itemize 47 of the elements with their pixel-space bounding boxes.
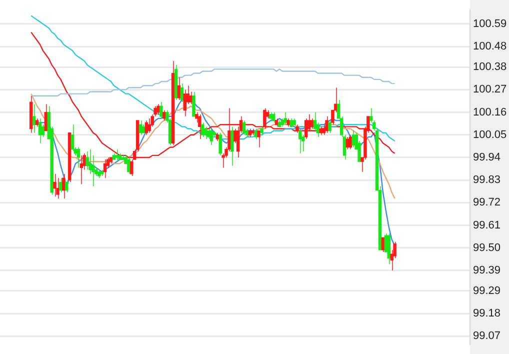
candlestick xyxy=(162,110,166,122)
candlestick xyxy=(86,150,89,170)
y-tick-label: 99.29 xyxy=(473,285,501,298)
y-tick-label: 99.83 xyxy=(473,174,501,186)
candlestick xyxy=(230,126,234,166)
candlestick xyxy=(189,91,192,105)
candlestick xyxy=(177,76,181,100)
candlestick xyxy=(346,136,350,150)
candlestick xyxy=(310,118,314,130)
y-tick-label: 99.50 xyxy=(473,242,501,254)
candlestick xyxy=(218,132,222,156)
candlestick xyxy=(44,104,48,132)
y-tick-label: 100.27 xyxy=(473,84,507,96)
candlestick xyxy=(200,122,204,138)
y-tick-label: 99.72 xyxy=(473,196,501,209)
y-tick-label: 100.38 xyxy=(473,61,507,74)
y-tick-label: 100.48 xyxy=(473,40,507,53)
candlestick xyxy=(242,120,246,136)
candlestick xyxy=(387,232,391,265)
candlestick xyxy=(210,128,214,146)
y-tick-label: 99.18 xyxy=(473,308,501,320)
candlestick xyxy=(127,156,130,174)
candlestick xyxy=(325,116,328,134)
candlestick xyxy=(328,120,332,134)
y-tick-label: 100.16 xyxy=(473,106,507,118)
candlestick xyxy=(304,118,308,140)
y-tick-label: 99.94 xyxy=(473,152,501,164)
y-tick-label: 100.59 xyxy=(473,18,507,30)
y-tick-label: 99.39 xyxy=(473,264,501,276)
candlestick xyxy=(76,146,80,168)
candlestick xyxy=(257,130,260,148)
y-tick-label: 99.61 xyxy=(473,219,501,232)
candlestick xyxy=(56,178,60,200)
candlestick xyxy=(160,102,163,119)
candlestick xyxy=(298,128,302,154)
candlestick xyxy=(70,124,74,152)
candlestick xyxy=(263,108,266,130)
candlestick xyxy=(64,180,68,193)
candlestick xyxy=(198,114,202,140)
candlestick xyxy=(53,173,56,198)
candlestick xyxy=(180,83,184,103)
candlestick xyxy=(32,104,36,134)
candlestick xyxy=(144,120,148,136)
y-tick-label: 99.07 xyxy=(473,330,501,342)
candlestick xyxy=(62,173,66,200)
y-tick-label: 100.05 xyxy=(473,128,507,141)
candlestick xyxy=(348,134,352,150)
